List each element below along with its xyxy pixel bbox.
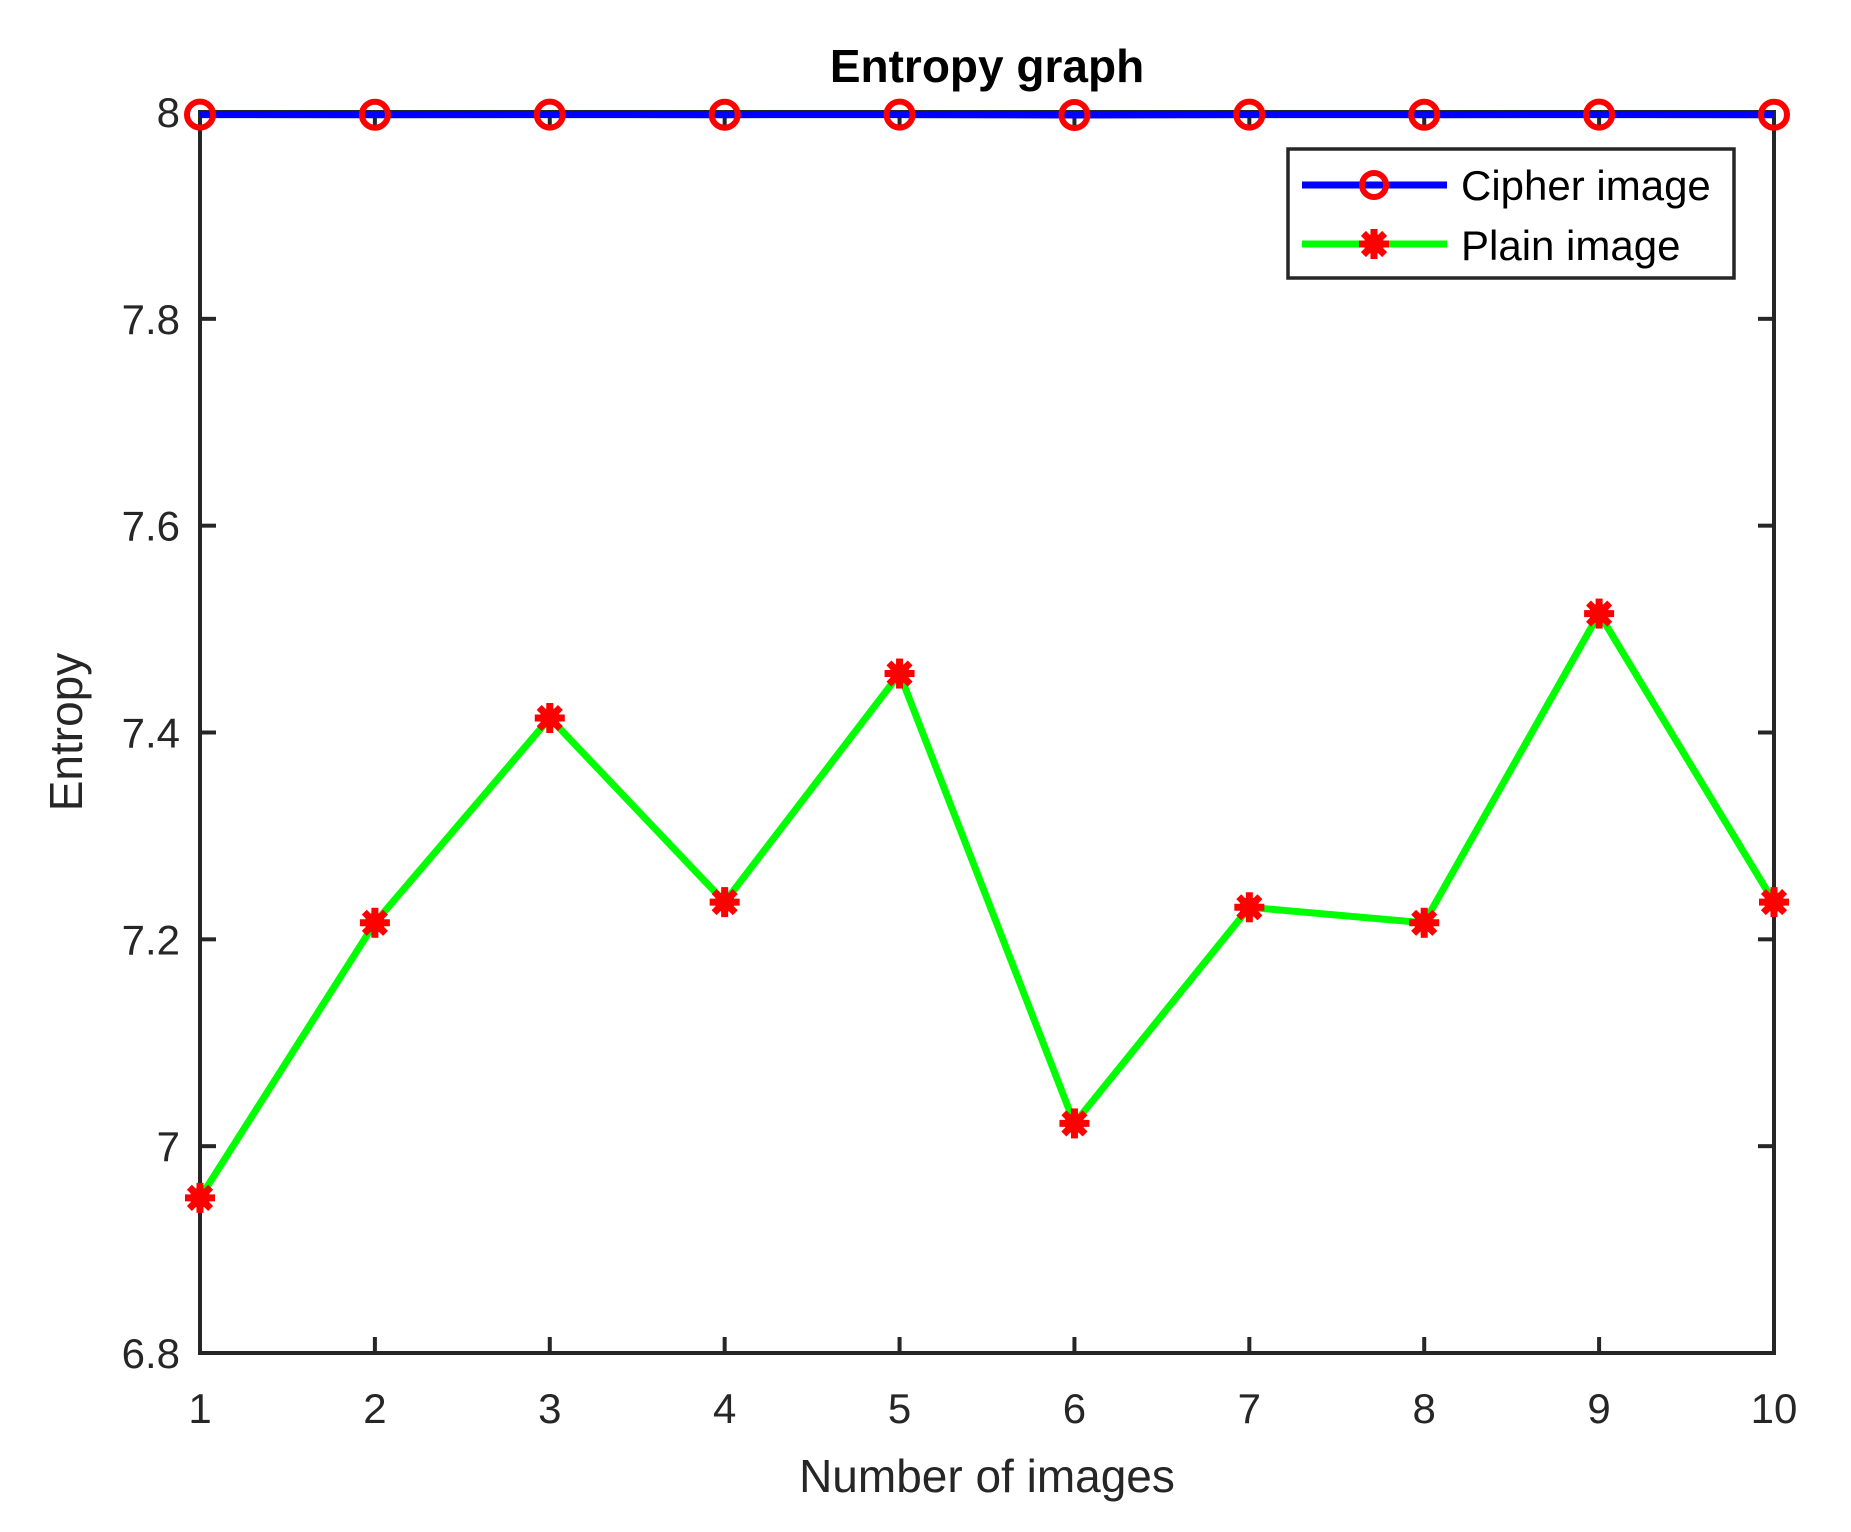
y-tick-label: 7 [157,1123,180,1170]
y-tick-label: 7.2 [122,916,180,963]
circle-marker-icon [883,98,916,131]
series-plain-image [185,598,1789,1213]
legend-label-plain: Plain image [1461,222,1680,269]
asterisk-marker-icon [709,887,740,918]
legend-label-cipher: Cipher image [1461,162,1711,209]
y-tick-label: 7.8 [122,296,180,343]
circle-marker-icon [1758,98,1790,131]
x-tick-label: 7 [1238,1385,1261,1432]
x-tick-label: 6 [1063,1385,1086,1432]
circle-marker-icon [1583,98,1616,131]
x-tick-label: 3 [538,1385,561,1432]
x-tick-label: 2 [363,1385,386,1432]
y-tick-label: 7.4 [122,710,180,757]
y-axis-ticks: 6.8 7 7.2 7.4 7.6 7.8 8 [122,89,1774,1377]
asterisk-marker-icon [1759,887,1789,918]
y-tick-label: 8 [157,89,180,136]
x-tick-label: 1 [188,1385,211,1432]
circle-marker-icon [1058,98,1091,131]
circle-marker-icon [533,98,566,131]
x-axis-label: Number of images [799,1450,1175,1502]
asterisk-marker-icon [1234,892,1265,923]
y-tick-label: 7.6 [122,503,180,550]
asterisk-marker-icon [359,907,390,938]
asterisk-marker-icon [1359,229,1389,259]
asterisk-marker-icon [534,703,565,734]
legend: Cipher image Plain image [1286,147,1736,280]
chart-title: Entropy graph [830,40,1144,92]
series-layer [184,98,1790,1213]
axes-box [198,110,1776,1355]
series-cipher-image [184,98,1790,131]
legend-item-cipher-image: Cipher image [1302,162,1711,209]
circle-marker-icon [1408,98,1441,131]
asterisk-marker-icon [1584,598,1615,629]
x-tick-label: 5 [888,1385,911,1432]
y-tick-label: 6.8 [122,1330,180,1377]
asterisk-marker-icon [1359,229,1389,259]
x-tick-label: 4 [713,1385,736,1432]
circle-marker-icon [1359,170,1389,200]
circle-marker-icon [708,98,741,131]
x-tick-label: 8 [1413,1385,1436,1432]
asterisk-marker-icon [185,1182,215,1213]
circle-marker-icon [358,98,391,131]
asterisk-marker-icon [1059,1108,1090,1139]
asterisk-marker-icon [884,658,915,689]
legend-box [1286,147,1736,280]
y-axis-label: Entropy [40,653,92,812]
asterisk-marker-icon [1409,907,1440,938]
plot-area: 6.8 7 7.2 7.4 7.6 7.8 8 1 2 3 4 5 6 7 8 9 10 [122,89,1798,1432]
x-tick-label: 9 [1587,1385,1610,1432]
x-tick-label: 10 [1751,1385,1798,1432]
legend-item-plain-image: Plain image [1302,222,1680,269]
circle-marker-icon [184,98,216,131]
series-line [197,606,1777,1200]
circle-marker-icon [1233,98,1266,131]
